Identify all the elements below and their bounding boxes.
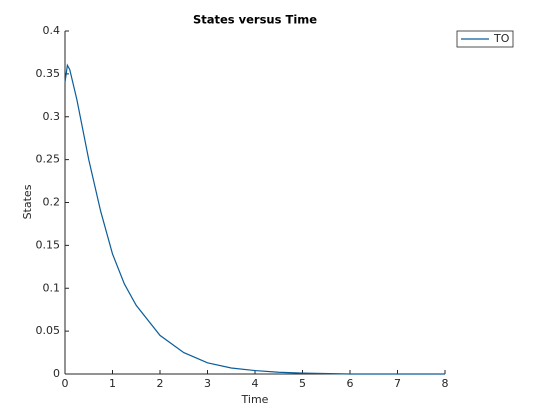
x-tick-label: 6 [347, 377, 354, 390]
x-tick-label: 4 [252, 377, 259, 390]
legend-label: TO [493, 32, 510, 45]
x-axis-label: Time [241, 393, 269, 406]
y-tick-label: 0.3 [43, 110, 61, 123]
x-tick-label: 8 [442, 377, 449, 390]
x-tick-label: 3 [204, 377, 211, 390]
y-tick-label: 0 [53, 367, 60, 380]
line-series [64, 63, 445, 375]
chart-title: States versus Time [193, 13, 317, 27]
y-tick-label: 0.05 [36, 324, 61, 337]
y-tick-label: 0.35 [36, 67, 61, 80]
x-tick-label: 7 [394, 377, 401, 390]
y-tick-label: 0.25 [36, 153, 61, 166]
y-tick-label: 0.4 [43, 24, 61, 37]
y-tick-label: 0.15 [36, 238, 61, 251]
x-tick-label: 2 [157, 377, 164, 390]
x-tick-label: 1 [109, 377, 116, 390]
y-tick-label: 0.1 [43, 281, 61, 294]
x-tick-label: 5 [299, 377, 306, 390]
y-axis-label: States [21, 184, 34, 219]
y-tick-label: 0.2 [43, 196, 61, 209]
x-tick-label: 0 [62, 377, 69, 390]
